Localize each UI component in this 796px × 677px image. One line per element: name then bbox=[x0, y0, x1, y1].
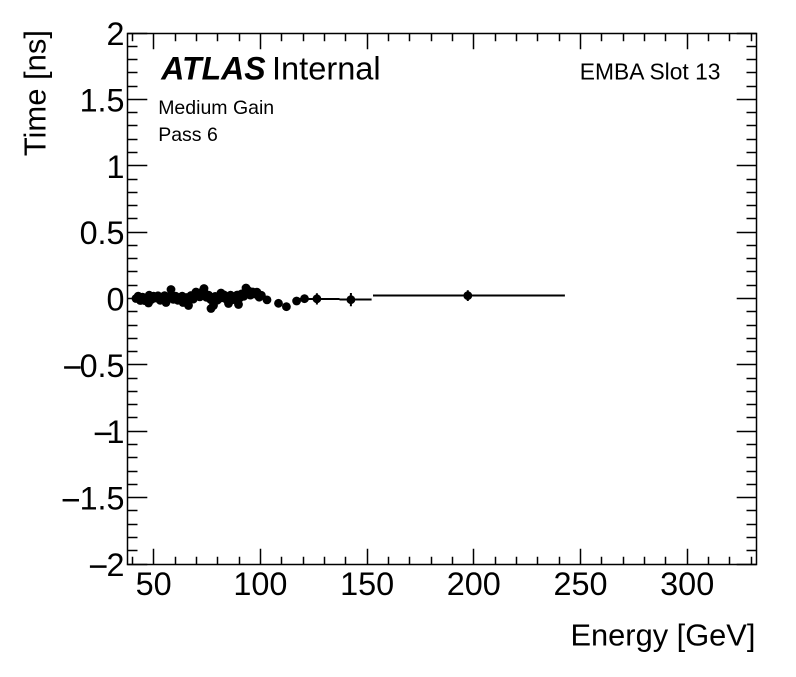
svg-text:EMBA Slot 13: EMBA Slot 13 bbox=[580, 58, 721, 84]
svg-text:Energy [GeV]: Energy [GeV] bbox=[571, 618, 756, 653]
svg-text:200: 200 bbox=[447, 566, 501, 602]
svg-text:Internal: Internal bbox=[272, 50, 381, 87]
svg-text:1.5: 1.5 bbox=[80, 481, 125, 517]
svg-text:100: 100 bbox=[233, 566, 287, 602]
svg-text:Medium Gain: Medium Gain bbox=[158, 97, 274, 119]
svg-text:0: 0 bbox=[107, 282, 125, 318]
svg-text:300: 300 bbox=[660, 566, 714, 602]
svg-text:1: 1 bbox=[107, 149, 125, 185]
svg-text:1.5: 1.5 bbox=[80, 82, 125, 118]
svg-text:50: 50 bbox=[136, 566, 172, 602]
svg-text:0.5: 0.5 bbox=[80, 215, 125, 251]
svg-text:Pass 6: Pass 6 bbox=[158, 124, 218, 146]
svg-text:1: 1 bbox=[107, 414, 125, 450]
svg-text:0.5: 0.5 bbox=[80, 348, 125, 384]
svg-text:Time [ns]: Time [ns] bbox=[18, 30, 53, 156]
svg-text:250: 250 bbox=[553, 566, 607, 602]
svg-text:150: 150 bbox=[340, 566, 394, 602]
svg-text:ATLAS: ATLAS bbox=[160, 51, 266, 87]
svg-text:2: 2 bbox=[107, 16, 125, 52]
svg-text:2: 2 bbox=[107, 547, 125, 583]
